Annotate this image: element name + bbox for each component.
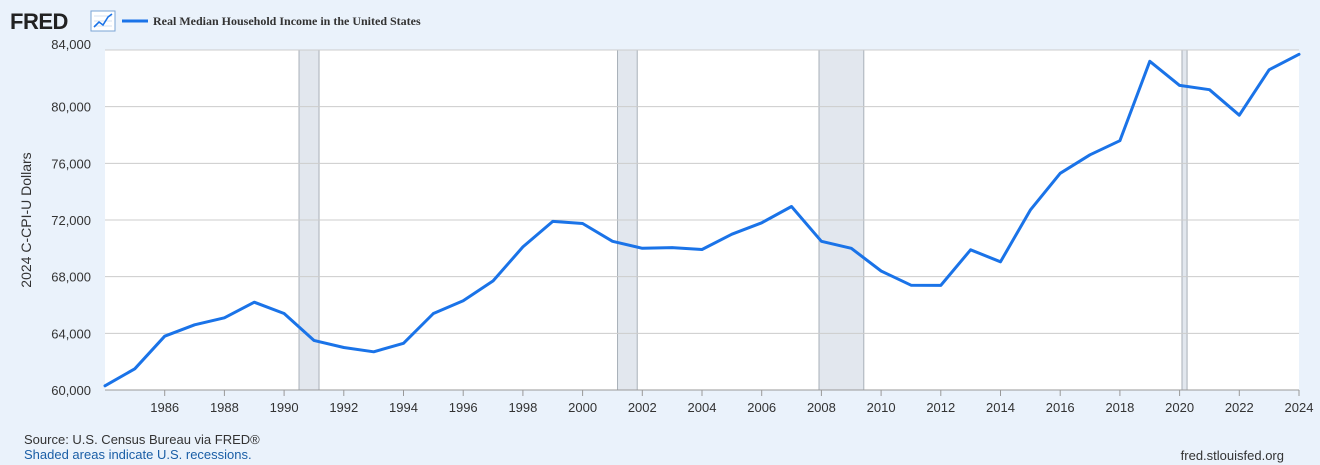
y-tick-label: 76,000 <box>51 156 91 171</box>
y-axis-label: 2024 C-CPI-U Dollars <box>18 152 34 287</box>
data-point-2016 <box>1059 172 1062 175</box>
data-point-2010 <box>879 269 883 273</box>
x-tick-label: 2010 <box>867 400 896 415</box>
x-tick-label: 2008 <box>807 400 836 415</box>
x-tick-label: 2012 <box>926 400 955 415</box>
y-tick-label: 84,000 <box>51 37 91 52</box>
data-point-1999 <box>551 220 554 223</box>
x-tick-label: 2022 <box>1225 400 1254 415</box>
x-tick-label: 2002 <box>628 400 657 415</box>
data-point-1990 <box>282 312 286 315</box>
x-tick-label: 2004 <box>688 400 717 415</box>
y-tick-label: 60,000 <box>51 383 91 398</box>
data-point-1993 <box>372 350 375 353</box>
data-point-2024 <box>1297 53 1301 56</box>
data-point-1994 <box>402 342 405 345</box>
data-point-2022 <box>1238 113 1241 117</box>
data-point-2013 <box>969 248 972 251</box>
data-point-2007 <box>790 205 793 208</box>
fred-logo-text[interactable]: FRED <box>10 9 68 34</box>
data-point-2015 <box>1029 208 1032 212</box>
data-point-1987 <box>193 323 196 327</box>
x-tick-label: 1998 <box>508 400 537 415</box>
data-point-2014 <box>999 260 1002 263</box>
recession-note-link[interactable]: Shaded areas indicate U.S. recessions. <box>24 447 252 462</box>
x-tick-label: 1986 <box>150 400 179 415</box>
data-point-2006 <box>760 221 763 225</box>
data-point-2011 <box>909 283 913 287</box>
x-tick-label: 2000 <box>568 400 597 415</box>
data-point-2017 <box>1088 153 1092 157</box>
axis-layer: 60,000 64,000 68,000 72,000 76,000 80,000 84,0… <box>51 37 1313 415</box>
x-tick-label: 2016 <box>1046 400 1075 415</box>
data-point-2009 <box>850 247 853 250</box>
data-point-2001 <box>611 240 614 243</box>
x-tick-label: 2006 <box>747 400 776 415</box>
x-tick-label: 1994 <box>389 400 418 415</box>
data-point-2005 <box>730 232 734 236</box>
data-point-1998 <box>521 245 525 249</box>
data-point-2019 <box>1148 60 1151 63</box>
data-point-2002 <box>641 247 644 250</box>
data-point-1984 <box>103 384 107 387</box>
data-point-2000 <box>581 222 584 225</box>
series-layer <box>103 52 1301 388</box>
data-point-1995 <box>432 312 435 315</box>
data-point-1997 <box>491 279 495 283</box>
x-tick-label: 1990 <box>270 400 299 415</box>
data-point-1992 <box>342 346 345 349</box>
legend-label: Real Median Household Income in the Unit… <box>153 14 421 28</box>
y-tick-label: 64,000 <box>51 326 91 341</box>
x-tick-label: 1996 <box>449 400 478 415</box>
x-tick-label: 1992 <box>329 400 358 415</box>
x-tick-label: 2024 <box>1285 400 1314 415</box>
data-point-2008 <box>820 240 823 243</box>
x-tick-label: 2014 <box>986 400 1015 415</box>
y-tick-label: 72,000 <box>51 213 91 228</box>
data-point-2020 <box>1178 84 1181 87</box>
data-point-2003 <box>670 246 674 249</box>
source-text: Source: U.S. Census Bureau via FRED® <box>24 432 260 447</box>
y-tick-label: 80,000 <box>51 100 91 115</box>
x-tick-label: 2020 <box>1165 400 1194 415</box>
x-tick-label: 2018 <box>1105 400 1134 415</box>
data-point-1991 <box>312 339 316 342</box>
x-tick-label: 1988 <box>210 400 239 415</box>
data-point-2021 <box>1208 88 1211 91</box>
data-point-1996 <box>462 299 465 302</box>
data-point-2004 <box>700 248 704 251</box>
line-chart-icon[interactable] <box>90 10 116 32</box>
data-point-2023 <box>1267 68 1271 72</box>
footer-left: Source: U.S. Census Bureau via FRED® Sha… <box>24 432 260 462</box>
site-url[interactable]: fred.stlouisfed.org <box>1180 448 1284 463</box>
y-tick-label: 68,000 <box>51 270 91 285</box>
data-point-1985 <box>133 367 137 370</box>
data-point-1989 <box>253 300 256 304</box>
data-point-1986 <box>163 334 166 338</box>
data-point-2012 <box>939 284 942 287</box>
data-point-2018 <box>1118 139 1122 142</box>
data-point-1988 <box>223 316 226 319</box>
